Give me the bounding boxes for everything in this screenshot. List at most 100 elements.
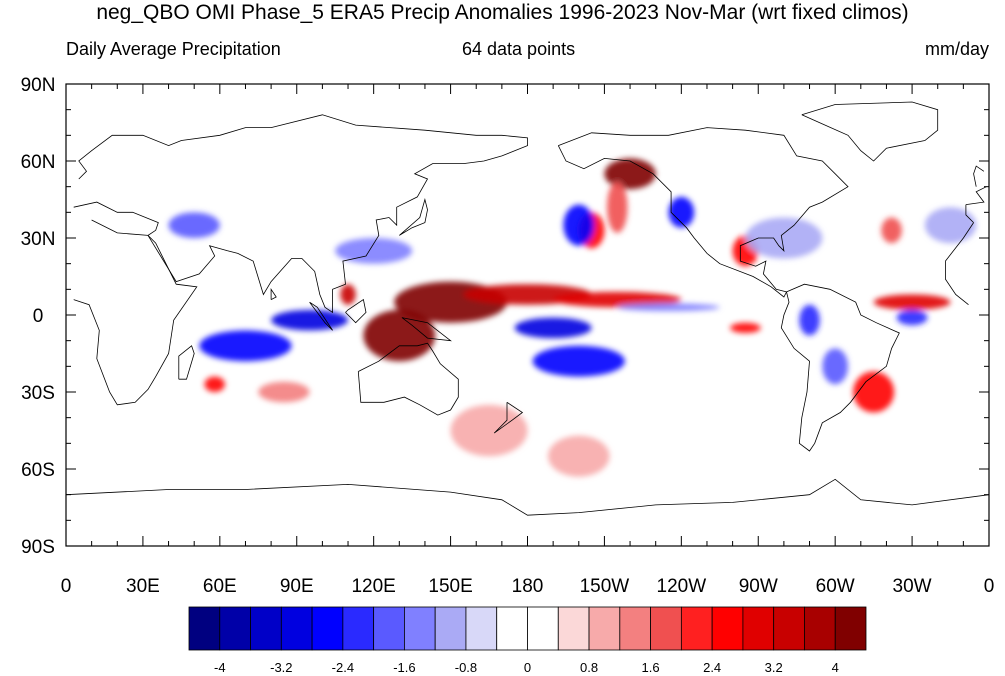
anomaly-blob: [271, 309, 349, 331]
coastline: [73, 219, 974, 406]
map-title: neg_QBO OMI Phase_5 ERA5 Precip Anomalie…: [96, 1, 909, 24]
lat-tick-label: 60N: [21, 152, 56, 173]
coastline: [401, 317, 452, 342]
coastline: [66, 478, 989, 516]
lat-tick-label: 30S: [21, 383, 55, 404]
lon-tick-label: 0: [984, 576, 995, 597]
colorbar-swatch: [342, 606, 375, 651]
lat-tick-label: 30N: [21, 229, 56, 250]
anomaly-blob: [881, 217, 902, 244]
coastline: [345, 298, 367, 324]
lat-tick-label: 90N: [21, 75, 56, 96]
coastline: [178, 345, 195, 380]
map-frame: [65, 83, 990, 547]
colorbar-tick-label: 2.4: [703, 660, 721, 675]
lat-tick-label: 90S: [21, 537, 55, 558]
colorbar-swatch: [465, 606, 498, 651]
colorbar: -4 -3.2 -2.4 -1.6 -0.8 0 0.8 1.6 2.4 3.2 4: [188, 606, 867, 675]
lon-tick-label: 60W: [816, 576, 855, 597]
colorbar-swatch: [680, 606, 713, 651]
coastline: [780, 283, 900, 452]
anomaly-blob: [563, 204, 595, 246]
colorbar-swatch: [311, 606, 344, 651]
anomaly-blob: [199, 330, 292, 362]
anomaly-blob: [450, 404, 528, 457]
colorbar-tick-label: 4: [832, 660, 839, 675]
anomaly-blob: [363, 309, 436, 362]
coastline: [801, 101, 939, 162]
colorbar-swatch: [404, 606, 436, 651]
units-label: mm/day: [924, 39, 989, 59]
colorbar-tick-label: -1.6: [393, 660, 415, 675]
lon-tick-label: 60E: [203, 576, 237, 597]
coastline: [399, 197, 428, 236]
colorbar-tick-label: 1.6: [642, 660, 660, 675]
lon-tick-label: 120E: [351, 576, 395, 597]
coastline: [309, 301, 333, 331]
anomaly-blob: [532, 345, 625, 377]
colorbar-swatch: [834, 606, 867, 651]
lon-tick-label: 90W: [739, 576, 778, 597]
anomaly-blob: [617, 303, 720, 312]
lat-tick-label: 60S: [21, 460, 55, 481]
colorbar-swatch: [557, 606, 590, 651]
colorbar-swatch: [280, 606, 313, 651]
lon-tick-label: 30E: [126, 576, 160, 597]
colorbar-swatch: [711, 606, 744, 651]
colorbar-swatch: [373, 606, 405, 651]
anomaly-blob: [822, 348, 848, 385]
anomaly-blob: [604, 158, 656, 190]
colorbar-swatch: [804, 606, 836, 651]
anomaly-blob: [168, 212, 220, 239]
colorbar-swatch: [619, 606, 651, 651]
lon-tick-label: 30W: [893, 576, 932, 597]
colorbar-swatch: [219, 606, 251, 651]
colorbar-swatch: [742, 606, 775, 651]
anomaly-blob: [873, 294, 951, 310]
colorbar-swatch: [434, 606, 467, 651]
anomaly-blob: [606, 181, 628, 233]
lon-tick-label: 180: [512, 576, 544, 597]
colorbar-tick-label: -4: [214, 660, 226, 675]
anomaly-blob: [730, 322, 761, 333]
coastline: [73, 114, 987, 314]
colorbar-tick-label: -0.8: [455, 660, 477, 675]
colorbar-swatch: [773, 606, 805, 651]
lon-tick-label: 150W: [580, 576, 630, 597]
colorbar-swatch: [496, 606, 528, 651]
anomaly-blob: [340, 284, 356, 305]
lat-ticks: 90N 60N 30N 0 30S 60S 90S: [21, 75, 989, 558]
coastline: [270, 287, 277, 300]
anomaly-blob: [668, 196, 695, 228]
lon-tick-label: 90E: [280, 576, 314, 597]
colorbar-swatch: [250, 606, 282, 651]
left-subtitle: Daily Average Precipitation: [66, 39, 281, 59]
lon-ticks: 0 30E 60E 90E 120E 150E 180 150W 120W 90W 60W 30W 0: [61, 84, 995, 597]
anomaly-blob: [853, 371, 895, 413]
coastline: [493, 401, 524, 434]
coastline: [357, 342, 459, 416]
colorbar-tick-label: 0: [524, 660, 531, 675]
lon-tick-label: 120W: [657, 576, 707, 597]
colorbar-swatch: [588, 606, 621, 651]
colorbar-swatch: [188, 606, 221, 651]
anomaly-blob: [924, 207, 977, 244]
lat-tick-label: 0: [33, 306, 44, 327]
lon-tick-label: 150E: [428, 576, 472, 597]
colorbar-tick-label: -2.4: [332, 660, 354, 675]
precip-anomaly-field: [168, 158, 977, 477]
anomaly-blob: [514, 317, 592, 339]
colorbar-tick-label: -3.2: [270, 660, 292, 675]
coastline: [557, 127, 849, 298]
anomaly-blob: [335, 238, 413, 264]
anomaly-blob: [896, 309, 928, 326]
anomaly-blob: [799, 304, 820, 336]
anomaly-blob: [548, 435, 610, 477]
colorbar-tick-label: 0.8: [580, 660, 598, 675]
coastline: [973, 165, 985, 187]
colorbar-swatch: [527, 606, 559, 651]
anomaly-blob: [258, 381, 310, 403]
anomaly-blob: [204, 376, 225, 392]
colorbar-swatch: [650, 606, 682, 651]
